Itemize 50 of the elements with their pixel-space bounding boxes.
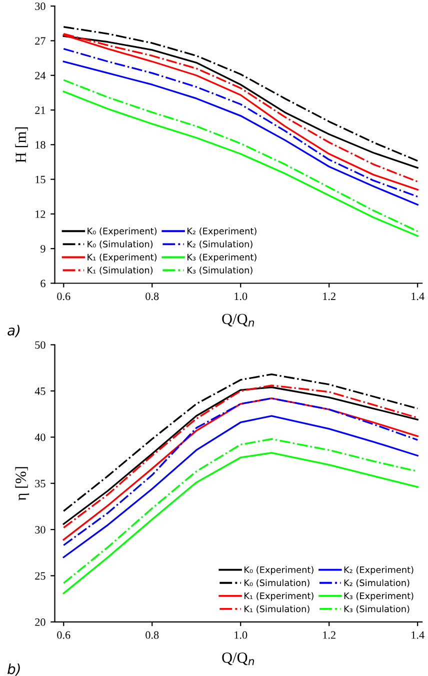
y-tick-label: 15 [36,176,46,184]
legend-label: K₀ (Simulation) [88,240,153,248]
y-tick-label: 35 [35,480,46,488]
y-tick-label: 25 [35,572,46,580]
x-axis-title: Q/Q$_{n}$ [222,652,254,666]
y-tick-label: 30 [35,526,46,534]
y-tick-label: 20 [35,618,46,626]
legend-label: K₃ (Simulation) [188,266,252,275]
x-tick-label: 0.8 [146,292,159,300]
y-axis-title: η [%] [15,467,30,500]
line-series [62,373,418,512]
legend-label: K₂ (Simulation) [188,240,252,248]
y-tick-label: 6 [40,280,46,288]
y-axis-title: H [m] [15,127,28,163]
legend-label: K₁ (Simulation) [88,266,153,275]
y-tick-label: 24 [35,72,46,80]
legend-label: K₁ (Experiment) [244,592,314,601]
x-tick-label: 1.4 [412,292,424,300]
legend-label: K₃ (Simulation) [344,605,410,614]
x-tick-label: 1.4 [412,631,424,639]
y-tick-label: 18 [36,141,46,149]
x-tick-label: 0.6 [57,631,70,639]
legend-label: K₃ (Experiment) [188,254,256,262]
x-tick-label: 1.2 [323,631,336,639]
legend-label: K₂ (Experiment) [344,566,414,575]
y-tick-label: 30 [35,2,46,10]
x-tick-label: 0.8 [146,631,159,639]
y-tick-label: 12 [36,210,46,218]
x-tick-label: 0.6 [57,292,70,300]
legend-label: K₀ (Simulation) [244,579,310,588]
legend-label: K₃ (Experiment) [344,592,414,601]
legend-label: K₀ (Experiment) [244,566,314,575]
y-tick-label: 9 [40,245,46,253]
legend-label: K₁ (Simulation) [244,605,310,614]
x-tick-label: 1.2 [323,292,336,300]
y-tick-label: 27 [35,37,46,45]
y-tick-label: 50 [35,341,46,349]
x-axis-title: Q/Q$_{n}$ [222,314,254,326]
x-tick-label: 1.0 [234,292,248,300]
y-tick-label: 40 [34,434,46,442]
y-tick-label: 45 [34,387,46,395]
legend-label: K₀ (Experiment) [88,228,157,236]
y-tick-label: 21 [35,106,46,114]
line-series [62,415,418,558]
text: a) [8,324,20,338]
legend-label: K₂ (Simulation) [344,579,410,588]
legend-label: K₁ (Experiment) [88,254,157,262]
x-tick-label: 1.0 [234,631,248,639]
text: b) [8,663,20,676]
legend-label: K₂ (Experiment) [188,228,256,236]
